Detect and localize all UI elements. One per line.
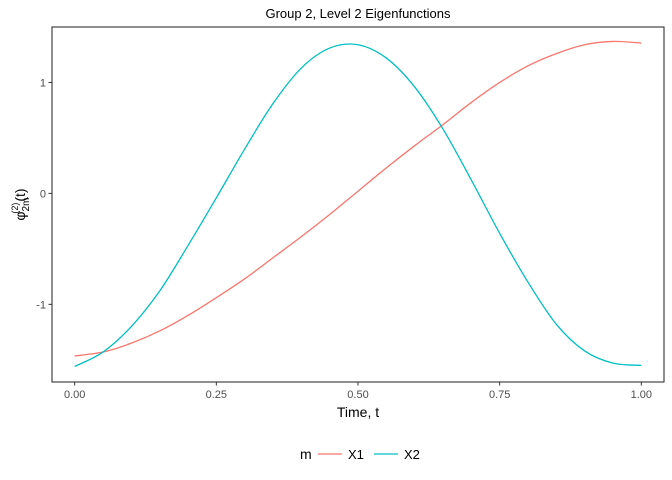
y-tick-label: 0 xyxy=(40,188,46,200)
y-axis-title-superscript: (2) xyxy=(10,203,20,214)
legend-label-x2: X2 xyxy=(404,447,420,462)
legend-title: m xyxy=(300,446,312,462)
chart-title: Group 2, Level 2 Eigenfunctions xyxy=(265,6,451,21)
x-axis-title: Time, t xyxy=(337,404,379,420)
x-tick-label: 1.00 xyxy=(631,389,652,401)
legend-label-x1: X1 xyxy=(348,447,364,462)
y-tick-label: -1 xyxy=(36,299,46,311)
plot-panel xyxy=(51,26,665,383)
y-axis-title-subscript: 2m xyxy=(21,198,32,212)
series-line-x2 xyxy=(74,43,642,368)
x-tick-label: 0.75 xyxy=(489,389,510,401)
data-lines xyxy=(74,40,642,368)
y-tick-label: 1 xyxy=(40,77,46,89)
y-axis-title-argument: (t) xyxy=(12,188,28,201)
x-tick-label: 0.25 xyxy=(206,389,227,401)
x-axis: 0.00 0.25 0.50 0.75 1.00 xyxy=(64,382,652,401)
y-axis: -1 0 1 xyxy=(36,77,52,311)
y-axis-title: φ2m(2) (t) xyxy=(10,188,32,220)
y-axis-title-text: φ2m(2) (t) xyxy=(10,188,32,220)
legend: m X1 X2 xyxy=(300,446,420,462)
y-axis-title-symbol: φ xyxy=(12,212,28,221)
x-tick-label: 0.00 xyxy=(64,389,85,401)
x-tick-label: 0.50 xyxy=(347,389,368,401)
series-line-x1 xyxy=(74,40,642,357)
